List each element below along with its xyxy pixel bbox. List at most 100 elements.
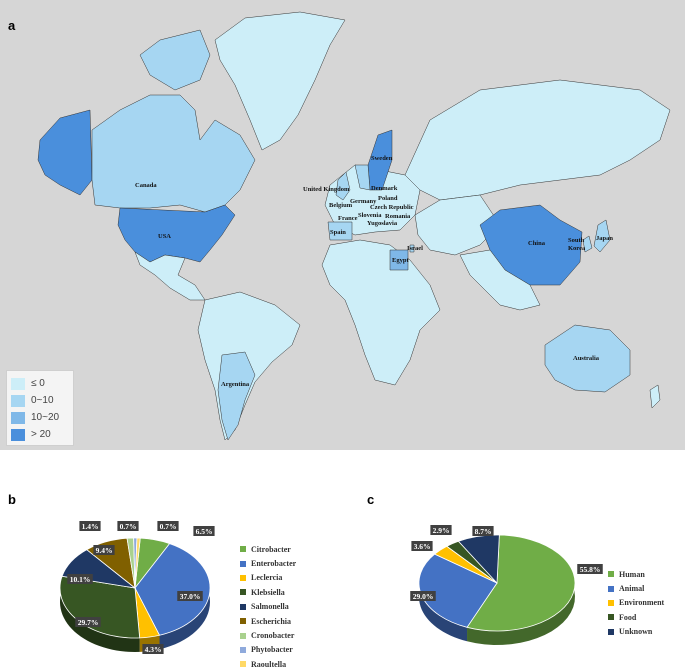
legend-swatch: [608, 614, 614, 621]
label-poland: Poland: [378, 195, 398, 202]
pie-legend-source: Human Animal Environment Food Unknown: [608, 567, 664, 639]
data-label-box: [79, 521, 101, 531]
legend-label: Cronobacter: [251, 631, 295, 641]
pie-slice: [134, 537, 141, 589]
country-canada-islands: [139, 29, 211, 91]
country-africa: [321, 239, 441, 386]
data-label: 10.1%: [70, 575, 91, 584]
legend-label: Citrobacter: [251, 544, 291, 554]
data-label: 4.3%: [145, 645, 162, 654]
legend-label: Food: [619, 612, 637, 622]
legend-item: Raoultella: [240, 657, 296, 671]
legend-item: Cronobacter: [240, 628, 296, 642]
legend-swatch: [240, 618, 246, 625]
label-egypt: Egypt: [392, 257, 409, 264]
legend-swatch: [240, 560, 246, 567]
data-label-box: [411, 541, 433, 551]
legend-label: Leclercia: [251, 573, 283, 583]
map-legend: ≤ 0 0~10 10~20 > 20: [6, 370, 74, 446]
map-legend-item: 0~10: [11, 392, 73, 409]
map-legend-item: ≤ 0: [11, 375, 73, 392]
map-legend-swatch: [11, 394, 25, 407]
map-legend-swatch: [11, 411, 25, 424]
legend-item: Phytobacter: [240, 643, 296, 657]
legend-swatch: [608, 585, 614, 592]
data-label: 8.7%: [475, 527, 492, 536]
data-label: 3.6%: [414, 542, 431, 551]
legend-item: Animal: [608, 581, 664, 595]
pie-slice-side: [467, 535, 575, 645]
pie-legend-genus: Citrobacter Enterobacter Leclercia Klebsiel…: [240, 542, 296, 672]
map-legend-item: 10~20: [11, 409, 73, 426]
map-legend-label: 0~10: [31, 395, 54, 406]
world-map-panel: Canada USA Argentina Sweden United Kingd…: [0, 0, 685, 450]
legend-swatch: [240, 661, 246, 668]
label-china: China: [528, 240, 546, 247]
legend-item: Leclercia: [240, 571, 296, 585]
map-legend-label: > 20: [31, 429, 51, 440]
label-sweden: Sweden: [371, 155, 393, 162]
data-label: 9.4%: [96, 546, 113, 555]
legend-item: Environment: [608, 596, 664, 610]
legend-swatch: [240, 574, 246, 581]
country-uk: [335, 171, 351, 201]
data-label-box: [472, 526, 494, 536]
label-australia: Australia: [573, 355, 600, 362]
label-germany: Germany: [350, 198, 377, 205]
data-label: 0.7%: [120, 522, 137, 531]
pie-chart-source: 55.8% 29.0% 3.6%2.9% 8.7%: [410, 525, 603, 645]
panel-label-a: a: [8, 18, 16, 33]
legend-item: Human: [608, 567, 664, 581]
data-label-box: [75, 617, 101, 627]
country-south-korea: [582, 235, 593, 253]
data-label-box: [577, 564, 603, 574]
label-israel: Israel: [407, 245, 423, 252]
country-japan: [593, 219, 611, 253]
legend-swatch: [240, 603, 246, 610]
data-label: 37.0%: [180, 592, 201, 601]
map-legend-swatch: [11, 428, 25, 441]
legend-label: Raoultella: [251, 659, 287, 669]
country-alaska: [37, 109, 93, 196]
data-label: 55.8%: [580, 565, 601, 574]
data-label-box: [67, 574, 93, 584]
pie-slice: [134, 543, 211, 636]
legend-label: Animal: [619, 584, 645, 594]
data-label-box: [193, 526, 215, 536]
legend-swatch: [240, 546, 246, 553]
legend-label: Unknown: [619, 627, 653, 637]
legend-label: Human: [619, 569, 645, 579]
data-label: 1.4%: [82, 522, 99, 531]
data-label: 6.5%: [196, 527, 213, 536]
country-israel: [409, 244, 415, 253]
legend-label: Escherichia: [251, 616, 291, 626]
country-south-asia: [459, 249, 541, 311]
map-legend-label: ≤ 0: [31, 378, 45, 389]
legend-item: Food: [608, 610, 664, 624]
label-south-korea-1: South: [568, 237, 585, 244]
country-mexico: [134, 251, 206, 301]
map-legend-swatch: [11, 377, 25, 390]
country-australia: [544, 324, 631, 393]
legend-item: Unknown: [608, 625, 664, 639]
legend-item: Escherichia: [240, 614, 296, 628]
data-label-box: [93, 545, 115, 555]
label-japan: Japan: [596, 235, 613, 242]
data-label: 2.9%: [433, 526, 450, 535]
country-spain: [327, 221, 353, 241]
legend-item: Klebsiella: [240, 585, 296, 599]
label-uk: United Kingdom: [303, 186, 350, 193]
data-label-box: [410, 591, 436, 601]
data-label-box: [157, 521, 179, 531]
map-legend-item: > 20: [11, 426, 73, 443]
country-central-asia: [414, 194, 501, 256]
legend-swatch: [608, 571, 614, 578]
label-denmark: Denmark: [371, 185, 398, 192]
map-legend-label: 10~20: [31, 412, 60, 423]
label-belgium: Belgium: [329, 202, 353, 209]
legend-swatch: [608, 628, 614, 635]
data-label: 0.7%: [160, 522, 177, 531]
label-yugoslavia: Yugoslavia: [367, 220, 398, 227]
country-new-zealand: [649, 384, 661, 409]
label-slovenia: Slovenia: [358, 212, 382, 219]
